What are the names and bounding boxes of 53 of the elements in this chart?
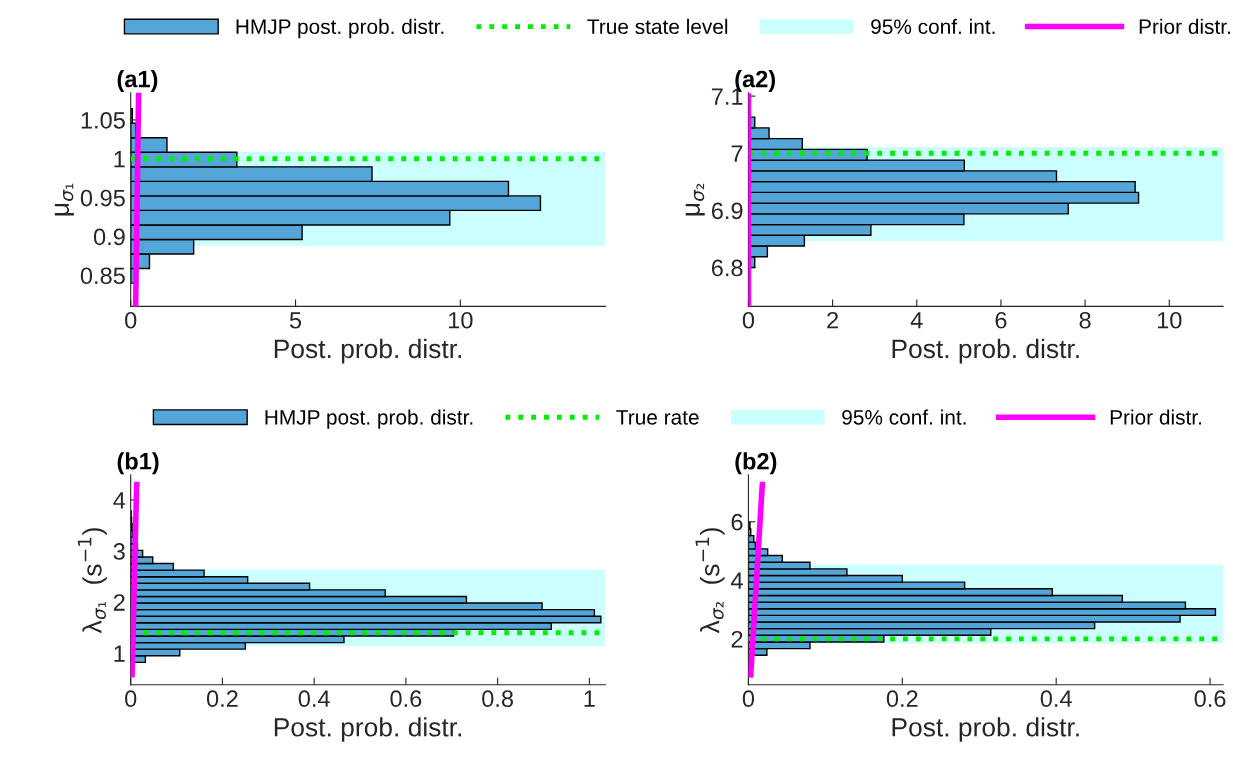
y-tick-label: 0.9 <box>93 228 125 246</box>
x-axis-title: Post. prob. distr. <box>892 717 1079 742</box>
x-tick-label: 10 <box>1157 311 1182 329</box>
y-tick-label: 6.9 <box>711 202 743 220</box>
y-tick-label: 3 <box>113 543 125 560</box>
y-tick-label: 4 <box>730 572 743 589</box>
x-tick-label: 6 <box>995 311 1007 329</box>
x-axis-title: Post. prob. distr. <box>274 717 461 742</box>
x-tick-label: 1 <box>584 690 595 707</box>
legend-label: Prior distr. <box>1139 18 1230 35</box>
legend-label: 95% conf. int. <box>871 18 995 35</box>
y-tick-label: 6 <box>731 513 743 531</box>
y-tick-label: 7 <box>731 145 743 162</box>
y-tick-label: 2 <box>731 630 743 648</box>
y-tick-label: 6.8 <box>711 259 743 277</box>
x-tick-label: 0.6 <box>390 690 422 708</box>
x-tick-label: 0 <box>742 690 755 708</box>
x-tick-label: 0.6 <box>1194 690 1226 708</box>
x-tick-label: 0.2 <box>206 690 238 708</box>
x-tick-label: 2 <box>827 311 838 329</box>
y-axis-title: λ$_{σ₂}$ (s$^{−1}$) <box>695 528 725 634</box>
y-tick-label: 0.95 <box>80 189 125 207</box>
legend-label: HMJP post. prob. distr. <box>265 409 473 429</box>
x-tick-label: 0 <box>742 311 755 329</box>
y-axis-title: λ$_{σ₁}$ (s$^{−1}$) <box>77 528 107 634</box>
x-tick-label: 0 <box>125 690 137 708</box>
x-tick-label: 0.8 <box>482 690 514 708</box>
x-tick-label: 0 <box>125 311 137 329</box>
y-tick-label: 1.05 <box>81 111 125 129</box>
y-tick-label: 1 <box>114 645 125 662</box>
x-tick-label: 8 <box>1079 311 1091 329</box>
y-tick-label: 2 <box>113 594 125 611</box>
x-axis-title: Post. prob. distr. <box>892 338 1079 364</box>
x-tick-label: 4 <box>910 312 923 329</box>
legend-label: HMJP post. prob. distr. <box>236 18 444 39</box>
chart-title: (a1) <box>117 70 158 93</box>
chart-title: (b2) <box>735 452 777 475</box>
y-axis-title: μ$_{σ₁}$ <box>54 183 74 216</box>
y-tick-label: 4 <box>113 492 126 509</box>
legend-label: True rate <box>616 410 699 425</box>
x-axis-title: Post. prob. distr. <box>274 338 461 364</box>
y-axis-title: μ$_{σ₂}$ <box>685 183 705 216</box>
x-tick-label: 5 <box>289 312 302 329</box>
legend-label: 95% conf. int. <box>842 409 966 425</box>
x-tick-label: 0.4 <box>1040 690 1072 708</box>
y-tick-label: 1 <box>114 151 125 168</box>
y-tick-label: 0.85 <box>80 267 125 285</box>
legend-label: Prior distr. <box>1110 409 1201 425</box>
legend-label: True state level <box>587 18 728 35</box>
chart-title: (b1) <box>117 452 159 475</box>
x-tick-label: 0.2 <box>886 690 918 708</box>
x-tick-label: 0.4 <box>298 690 330 708</box>
x-tick-label: 10 <box>449 311 473 329</box>
